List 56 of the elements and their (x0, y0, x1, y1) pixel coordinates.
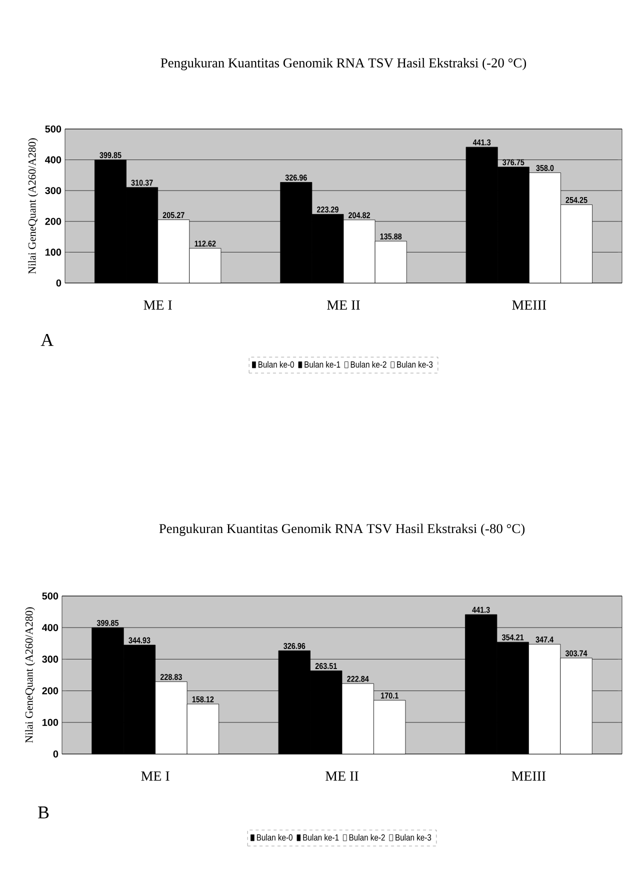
data-label: 326.96 (284, 642, 306, 649)
data-label: 358.0 (536, 165, 554, 172)
data-label: 223.29 (316, 206, 338, 213)
y-tick-label: 500 (45, 125, 62, 133)
y-tick-label: 0 (56, 279, 62, 287)
data-label: 441.3 (472, 139, 491, 146)
data-label: 204.82 (348, 212, 370, 218)
legend-label: Bulan ke-2 (350, 361, 386, 368)
data-label: 205.27 (162, 212, 184, 218)
y-axis-title: Nilai GeneQuant (A260/A280) (25, 607, 36, 743)
legend-label: Bulan ke-1 (304, 361, 340, 368)
legend-label: Bulan ke-3 (397, 361, 433, 368)
x-tick-label: ME II (327, 300, 360, 310)
y-tick-label: 300 (42, 656, 58, 663)
data-label: 254.25 (566, 197, 588, 203)
data-label: 303.74 (565, 650, 588, 656)
data-label: 263.51 (315, 663, 337, 670)
chart-title: Pengukuran Kuantitas Genomik RNA TSV Hasil Ekstraksi (-80 °C) (159, 524, 525, 536)
legend-label: Bulan ke-1 (303, 834, 339, 841)
y-tick-label: 400 (45, 156, 62, 164)
data-label: 354.21 (502, 634, 524, 640)
data-label: 170.1 (381, 692, 398, 699)
y-tick-label: 0 (53, 750, 58, 758)
data-label: 112.62 (194, 240, 216, 247)
text: A (40, 334, 54, 346)
legend-label: Bulan ke-0 (256, 834, 292, 841)
data-label: 376.75 (502, 159, 524, 166)
data-label: 158.12 (192, 696, 214, 702)
legend-label: Bulan ke-3 (396, 834, 432, 841)
text: B (38, 806, 49, 818)
data-label: 399.85 (100, 152, 122, 158)
x-tick-label: ME I (144, 300, 172, 310)
y-tick-label: 100 (45, 248, 62, 256)
y-tick-label: 400 (42, 624, 58, 632)
y-tick-label: 500 (42, 592, 58, 600)
x-tick-label: MEIII (512, 771, 546, 781)
data-label: 326.96 (285, 174, 307, 181)
legend-label: Bulan ke-2 (349, 834, 385, 841)
y-tick-label: 300 (45, 187, 62, 194)
chart-title: Pengukuran Kuantitas Genomik RNA TSV Hasil Ekstraksi (-20 °C) (160, 58, 526, 70)
x-tick-label: ME I (141, 771, 170, 781)
data-label: 344.93 (128, 637, 150, 644)
x-tick-label: ME II (326, 771, 358, 781)
x-tick-label: MEIII (512, 300, 546, 310)
data-label: 228.83 (160, 674, 182, 680)
data-label: 222.84 (347, 676, 369, 682)
y-tick-label: 200 (45, 218, 62, 225)
data-label: 135.88 (380, 233, 402, 240)
data-label: 399.85 (96, 620, 119, 626)
y-tick-label: 100 (42, 718, 58, 726)
legend-label: Bulan ke-0 (258, 361, 294, 368)
data-label: 441.3 (472, 606, 490, 613)
y-axis-title: Nilai GeneQuant (A260/A280) (28, 138, 38, 274)
data-label: 347.4 (536, 636, 554, 643)
data-label: 310.37 (131, 180, 153, 186)
y-tick-label: 200 (42, 687, 58, 694)
